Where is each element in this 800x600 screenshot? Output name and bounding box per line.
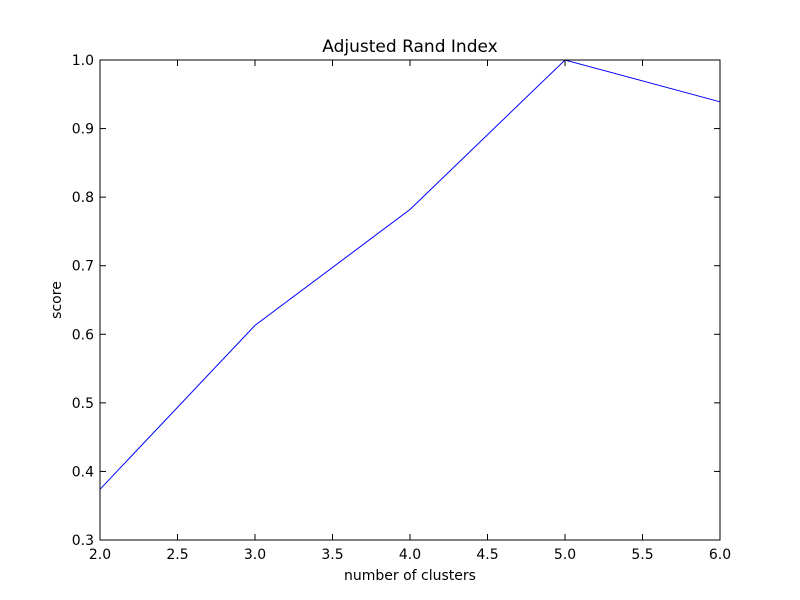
y-tick-label: 0.5 [72, 396, 94, 412]
tick-layer: 2.0 2.5 3.0 3.5 4.0 4.5 5.0 5.5 6.0 0.3 0.4 0.5 0.6 0… [72, 53, 731, 563]
x-tick-label: 2.0 [89, 547, 111, 563]
x-tick-label: 5.5 [631, 547, 653, 563]
y-tick-label: 0.3 [72, 533, 94, 549]
x-tick-label: 3.0 [244, 547, 266, 563]
y-tick-label: 0.6 [72, 327, 94, 343]
y-tick-label: 0.9 [72, 122, 94, 138]
chart-title: Adjusted Rand Index [322, 37, 497, 57]
x-tick-label: 5.0 [554, 547, 576, 563]
y-tick-label: 1.0 [72, 53, 94, 69]
x-axis-title: number of clusters [344, 568, 476, 584]
x-tick-label: 4.0 [399, 547, 421, 563]
plot-frame [99, 59, 721, 541]
x-tick-label: 6.0 [709, 547, 731, 563]
plot-area [100, 60, 720, 540]
y-tick-label: 0.8 [72, 190, 94, 206]
series-line [99, 59, 721, 490]
y-tick-label: 0.4 [72, 464, 94, 480]
x-tick-label: 3.5 [321, 547, 343, 563]
y-axis-title: score [49, 281, 65, 319]
series-layer [99, 59, 721, 490]
y-tick-label: 0.7 [72, 259, 94, 275]
x-tick-label: 4.5 [476, 547, 498, 563]
x-tick-label: 2.5 [166, 547, 188, 563]
